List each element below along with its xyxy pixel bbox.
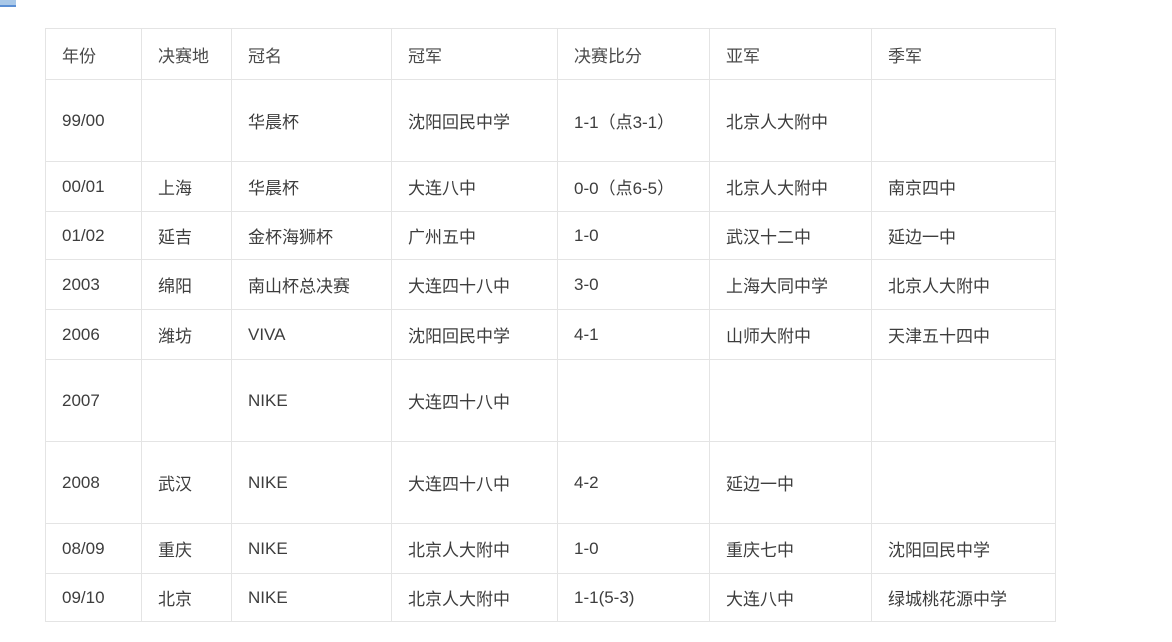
table-cell: 延边一中: [871, 211, 1056, 260]
table-cell: 重庆七中: [709, 523, 872, 574]
table-cell: 2003: [45, 259, 142, 310]
table-cell: 0-0（点6-5）: [557, 161, 710, 212]
table-row: 2006 潍坊 VIVA 沈阳回民中学 4-1 山师大附中 天津五十四中: [45, 309, 1056, 360]
column-header: 冠名: [231, 28, 392, 80]
table-cell: [141, 359, 232, 442]
table-cell: 绵阳: [141, 259, 232, 310]
table-cell: NIKE: [231, 441, 392, 524]
column-header: 决赛地: [141, 28, 232, 80]
table-cell: 北京人大附中: [391, 523, 558, 574]
table-cell: 潍坊: [141, 309, 232, 360]
table-cell: [871, 359, 1056, 442]
header-row: 年份 决赛地 冠名 冠军 决赛比分 亚军 季军: [45, 28, 1056, 80]
table-cell: 09/10: [45, 573, 142, 622]
table-cell: 4-2: [557, 441, 710, 524]
table-cell: 上海大同中学: [709, 259, 872, 310]
table-cell: [141, 79, 232, 162]
table-cell: 沈阳回民中学: [871, 523, 1056, 574]
partial-link-fragment-icon: [0, 0, 16, 7]
table-cell: 绿城桃花源中学: [871, 573, 1056, 622]
table-cell: 3-0: [557, 259, 710, 310]
table-cell: 1-0: [557, 523, 710, 574]
table-cell: 重庆: [141, 523, 232, 574]
table-cell: 沈阳回民中学: [391, 309, 558, 360]
table-cell: [557, 359, 710, 442]
table-cell: 南京四中: [871, 161, 1056, 212]
table-cell: 01/02: [45, 211, 142, 260]
table-cell: 大连四十八中: [391, 259, 558, 310]
table-cell: 大连八中: [391, 161, 558, 212]
table-cell: 延边一中: [709, 441, 872, 524]
table-cell: 大连四十八中: [391, 441, 558, 524]
table-row: 2007 NIKE 大连四十八中: [45, 359, 1056, 442]
table-cell: 华晨杯: [231, 161, 392, 212]
table-cell: 2006: [45, 309, 142, 360]
table-cell: [871, 79, 1056, 162]
table-cell: 大连八中: [709, 573, 872, 622]
table-cell: NIKE: [231, 359, 392, 442]
table-cell: 山师大附中: [709, 309, 872, 360]
table-cell: 延吉: [141, 211, 232, 260]
table-body: 99/00 华晨杯 沈阳回民中学 1-1（点3-1） 北京人大附中 00/01 上海 华晨杯大…: [45, 79, 1056, 622]
table-cell: 99/00: [45, 79, 142, 162]
column-header: 冠军: [391, 28, 558, 80]
table-cell: 大连四十八中: [391, 359, 558, 442]
table-cell: [871, 441, 1056, 524]
table-cell: NIKE: [231, 523, 392, 574]
table-cell: VIVA: [231, 309, 392, 360]
table-cell: 天津五十四中: [871, 309, 1056, 360]
table-cell: 1-0: [557, 211, 710, 260]
table-cell: 2008: [45, 441, 142, 524]
table-cell: 北京: [141, 573, 232, 622]
table-cell: 广州五中: [391, 211, 558, 260]
table-cell: 00/01: [45, 161, 142, 212]
table-cell: 上海: [141, 161, 232, 212]
table-cell: 武汉: [141, 441, 232, 524]
table-cell: 北京人大附中: [391, 573, 558, 622]
table-cell: 北京人大附中: [871, 259, 1056, 310]
table-cell: 武汉十二中: [709, 211, 872, 260]
table-row: 09/10 北京 NIKE 北京人大附中 1-1(5-3) 大连八中 绿城桃花源中学: [45, 573, 1056, 622]
table-cell: [709, 359, 872, 442]
table-cell: 1-1（点3-1）: [557, 79, 710, 162]
table-cell: 华晨杯: [231, 79, 392, 162]
column-header: 年份: [45, 28, 142, 80]
table-cell: 4-1: [557, 309, 710, 360]
column-header: 亚军: [709, 28, 872, 80]
column-header: 决赛比分: [557, 28, 710, 80]
table-row: 01/02 延吉 金杯海狮杯 广州五中 1-0 武汉十二中 延边一中: [45, 211, 1056, 260]
table-cell: 南山杯总决赛: [231, 259, 392, 310]
table-cell: 沈阳回民中学: [391, 79, 558, 162]
table-cell: 北京人大附中: [709, 161, 872, 212]
table-row: 99/00 华晨杯 沈阳回民中学 1-1（点3-1） 北京人大附中: [45, 79, 1056, 162]
table-cell: 2007: [45, 359, 142, 442]
table-cell: 金杯海狮杯: [231, 211, 392, 260]
column-header: 季军: [871, 28, 1056, 80]
table-row: 00/01 上海 华晨杯 大连八中 0-0（点6-5） 北京人大附中 南京四中: [45, 161, 1056, 212]
table-row: 2008 武汉 NIKE 大连四十八中 4-2 延边一中: [45, 441, 1056, 524]
table-row: 2003 绵阳 南山杯总决赛 大连四十八中 3-0 上海大同中学 北京人大附中: [45, 259, 1056, 310]
table-cell: 08/09: [45, 523, 142, 574]
table-cell: NIKE: [231, 573, 392, 622]
championship-history-table: 年份 决赛地 冠名 冠军 决赛比分 亚军 季军 99/00 华晨杯 沈阳回民中学 1-1（点3-1…: [45, 28, 1056, 622]
table-row: 08/09 重庆 NIKE 北京人大附中 1-0 重庆七中 沈阳回民中学: [45, 523, 1056, 574]
table-cell: 北京人大附中: [709, 79, 872, 162]
table-cell: 1-1(5-3): [557, 573, 710, 622]
